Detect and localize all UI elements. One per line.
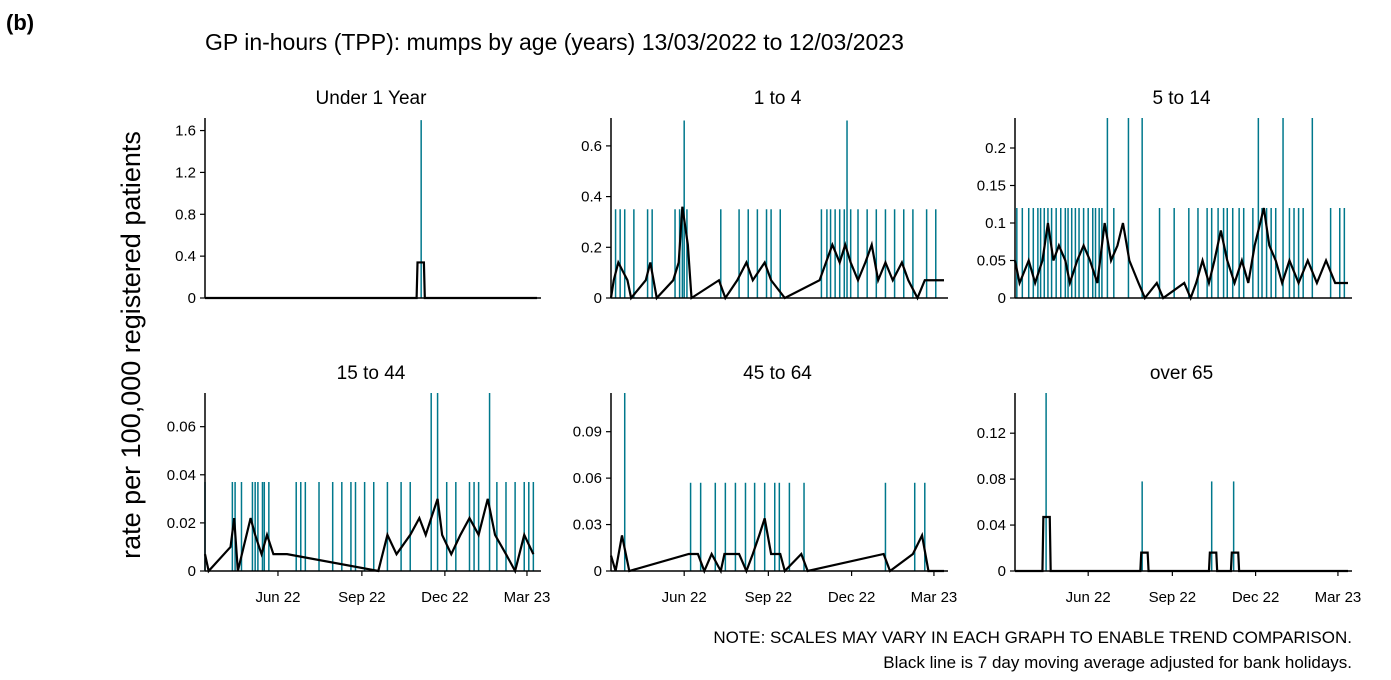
moving-average-line — [1013, 207, 1348, 301]
y-tick-label: 0.06 — [573, 470, 602, 487]
y-tick-label: 0.06 — [167, 419, 196, 436]
y-tick-label: 0 — [594, 563, 602, 580]
panel-title: Under 1 Year — [316, 88, 428, 109]
panel-title: 45 to 64 — [743, 363, 812, 384]
y-tick-label: 0.2 — [985, 140, 1006, 157]
note: NOTE: SCALES MAY VARY IN EACH GRAPH TO E… — [713, 628, 1352, 647]
y-tick-label: 0.08 — [977, 471, 1006, 488]
x-tick-label: Jun 22 — [662, 589, 707, 606]
x-tick-label: Mar 23 — [504, 589, 551, 606]
moving-average-line — [203, 498, 535, 575]
y-tick-label: 0 — [188, 290, 196, 307]
y-tick-label: 0 — [188, 563, 196, 580]
y-tick-label: 0.8 — [175, 206, 196, 223]
y-tick-label: 0.04 — [977, 517, 1006, 534]
moving-average-line — [1015, 515, 1348, 573]
y-tick-label: 0 — [594, 290, 602, 307]
y-tick-label: 0.12 — [977, 425, 1006, 442]
x-tick-label: Dec 22 — [828, 589, 876, 606]
note: Black line is 7 day moving average adjus… — [883, 653, 1352, 672]
panel-title: 15 to 44 — [337, 363, 406, 384]
y-tick-label: 0 — [998, 290, 1006, 307]
y-tick-label: 0.2 — [581, 239, 602, 256]
moving-average-line — [609, 206, 944, 301]
panel-title: over 65 — [1150, 363, 1213, 384]
y-axis-label: rate per 100,000 registered patients — [116, 131, 146, 559]
x-tick-label: Dec 22 — [421, 589, 469, 606]
panel-title: 5 to 14 — [1152, 88, 1211, 109]
x-tick-label: Mar 23 — [911, 589, 958, 606]
moving-average-line — [609, 518, 944, 575]
y-tick-label: 1.6 — [175, 123, 196, 140]
y-tick-label: 0.15 — [977, 178, 1006, 195]
y-tick-label: 0.03 — [573, 517, 602, 534]
x-tick-label: Mar 23 — [1315, 589, 1362, 606]
figure-label: (b) — [6, 10, 34, 35]
x-tick-label: Sep 22 — [1149, 589, 1197, 606]
x-tick-label: Jun 22 — [1066, 589, 1111, 606]
y-tick-label: 0 — [998, 563, 1006, 580]
x-tick-label: Sep 22 — [338, 589, 386, 606]
x-tick-label: Jun 22 — [255, 589, 300, 606]
x-tick-label: Sep 22 — [745, 589, 793, 606]
y-tick-label: 0.02 — [167, 515, 196, 532]
y-tick-label: 0.04 — [167, 467, 196, 484]
y-tick-label: 0.6 — [581, 138, 602, 155]
y-tick-label: 1.2 — [175, 164, 196, 181]
y-tick-label: 0.1 — [985, 215, 1006, 232]
y-tick-label: 0.09 — [573, 424, 602, 441]
y-tick-label: 0.4 — [581, 189, 602, 206]
panel-title: 1 to 4 — [754, 88, 802, 109]
y-tick-label: 0.05 — [977, 253, 1006, 270]
x-tick-label: Dec 22 — [1232, 589, 1280, 606]
chart-title: GP in-hours (TPP): mumps by age (years) … — [205, 29, 904, 55]
moving-average-line — [205, 261, 537, 300]
y-tick-label: 0.4 — [175, 248, 196, 265]
